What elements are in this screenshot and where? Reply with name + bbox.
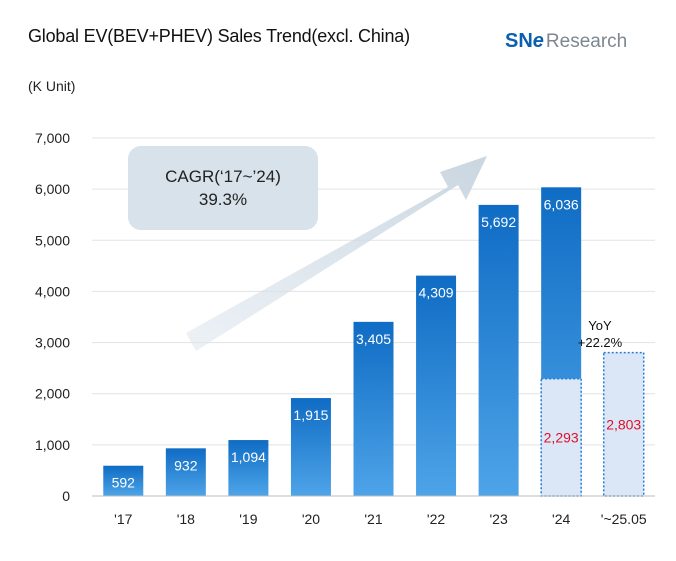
- yoy-value: +22.2%: [578, 335, 623, 350]
- y-tick-label: 0: [62, 488, 70, 504]
- x-tick-label: '21: [364, 511, 382, 527]
- x-tick-label: '17: [114, 511, 132, 527]
- x-tick-label: '18: [177, 511, 195, 527]
- bar: [103, 465, 144, 496]
- x-tick-label: '19: [239, 511, 257, 527]
- bar-value-label: 4,309: [419, 285, 454, 301]
- bar-value-label: 5,692: [481, 214, 516, 230]
- y-tick-label: 2,000: [35, 386, 70, 402]
- x-tick-label: '20: [302, 511, 320, 527]
- partial-period-bar: [602, 351, 645, 497]
- bar: [478, 204, 519, 497]
- chart-title: Global EV(BEV+PHEV) Sales Trend(excl. Ch…: [28, 26, 410, 46]
- x-tick-label: '23: [489, 511, 507, 527]
- bar-value-label: 1,915: [293, 407, 328, 423]
- sne-research-logo: SNe Research: [505, 30, 628, 52]
- x-tick-label: '24: [552, 511, 570, 527]
- bar: [165, 448, 206, 496]
- y-tick-label: 1,000: [35, 437, 70, 453]
- y-tick-label: 4,000: [35, 283, 70, 299]
- x-tick-label: '~25.05: [601, 511, 647, 527]
- bar-value-label: 3,405: [356, 331, 391, 347]
- y-axis-unit-label: (K Unit): [28, 78, 76, 94]
- bar: [353, 321, 394, 496]
- bar: [416, 275, 457, 496]
- bar-value-label: 592: [112, 475, 136, 491]
- cagr-callout-value: 39.3%: [199, 190, 247, 209]
- cagr-callout-box: [128, 146, 318, 230]
- bar: [228, 440, 269, 496]
- bar-value-label: 932: [174, 457, 198, 473]
- x-tick-label: '22: [427, 511, 445, 527]
- partial-value-label: 2,293: [544, 429, 579, 445]
- y-tick-label: 5,000: [35, 232, 70, 248]
- y-tick-label: 3,000: [35, 335, 70, 351]
- yoy-label: YoY: [588, 318, 612, 333]
- bar-value-label: 6,036: [544, 196, 579, 212]
- bar-value-label: 1,094: [231, 449, 266, 465]
- partial-value-label: 2,803: [606, 416, 641, 432]
- growth-arrow: [186, 156, 487, 351]
- bar: [290, 398, 331, 496]
- cagr-callout-label: CAGR(‘17~’24): [165, 167, 281, 186]
- y-tick-label: 6,000: [35, 181, 70, 197]
- y-tick-label: 7,000: [35, 130, 70, 146]
